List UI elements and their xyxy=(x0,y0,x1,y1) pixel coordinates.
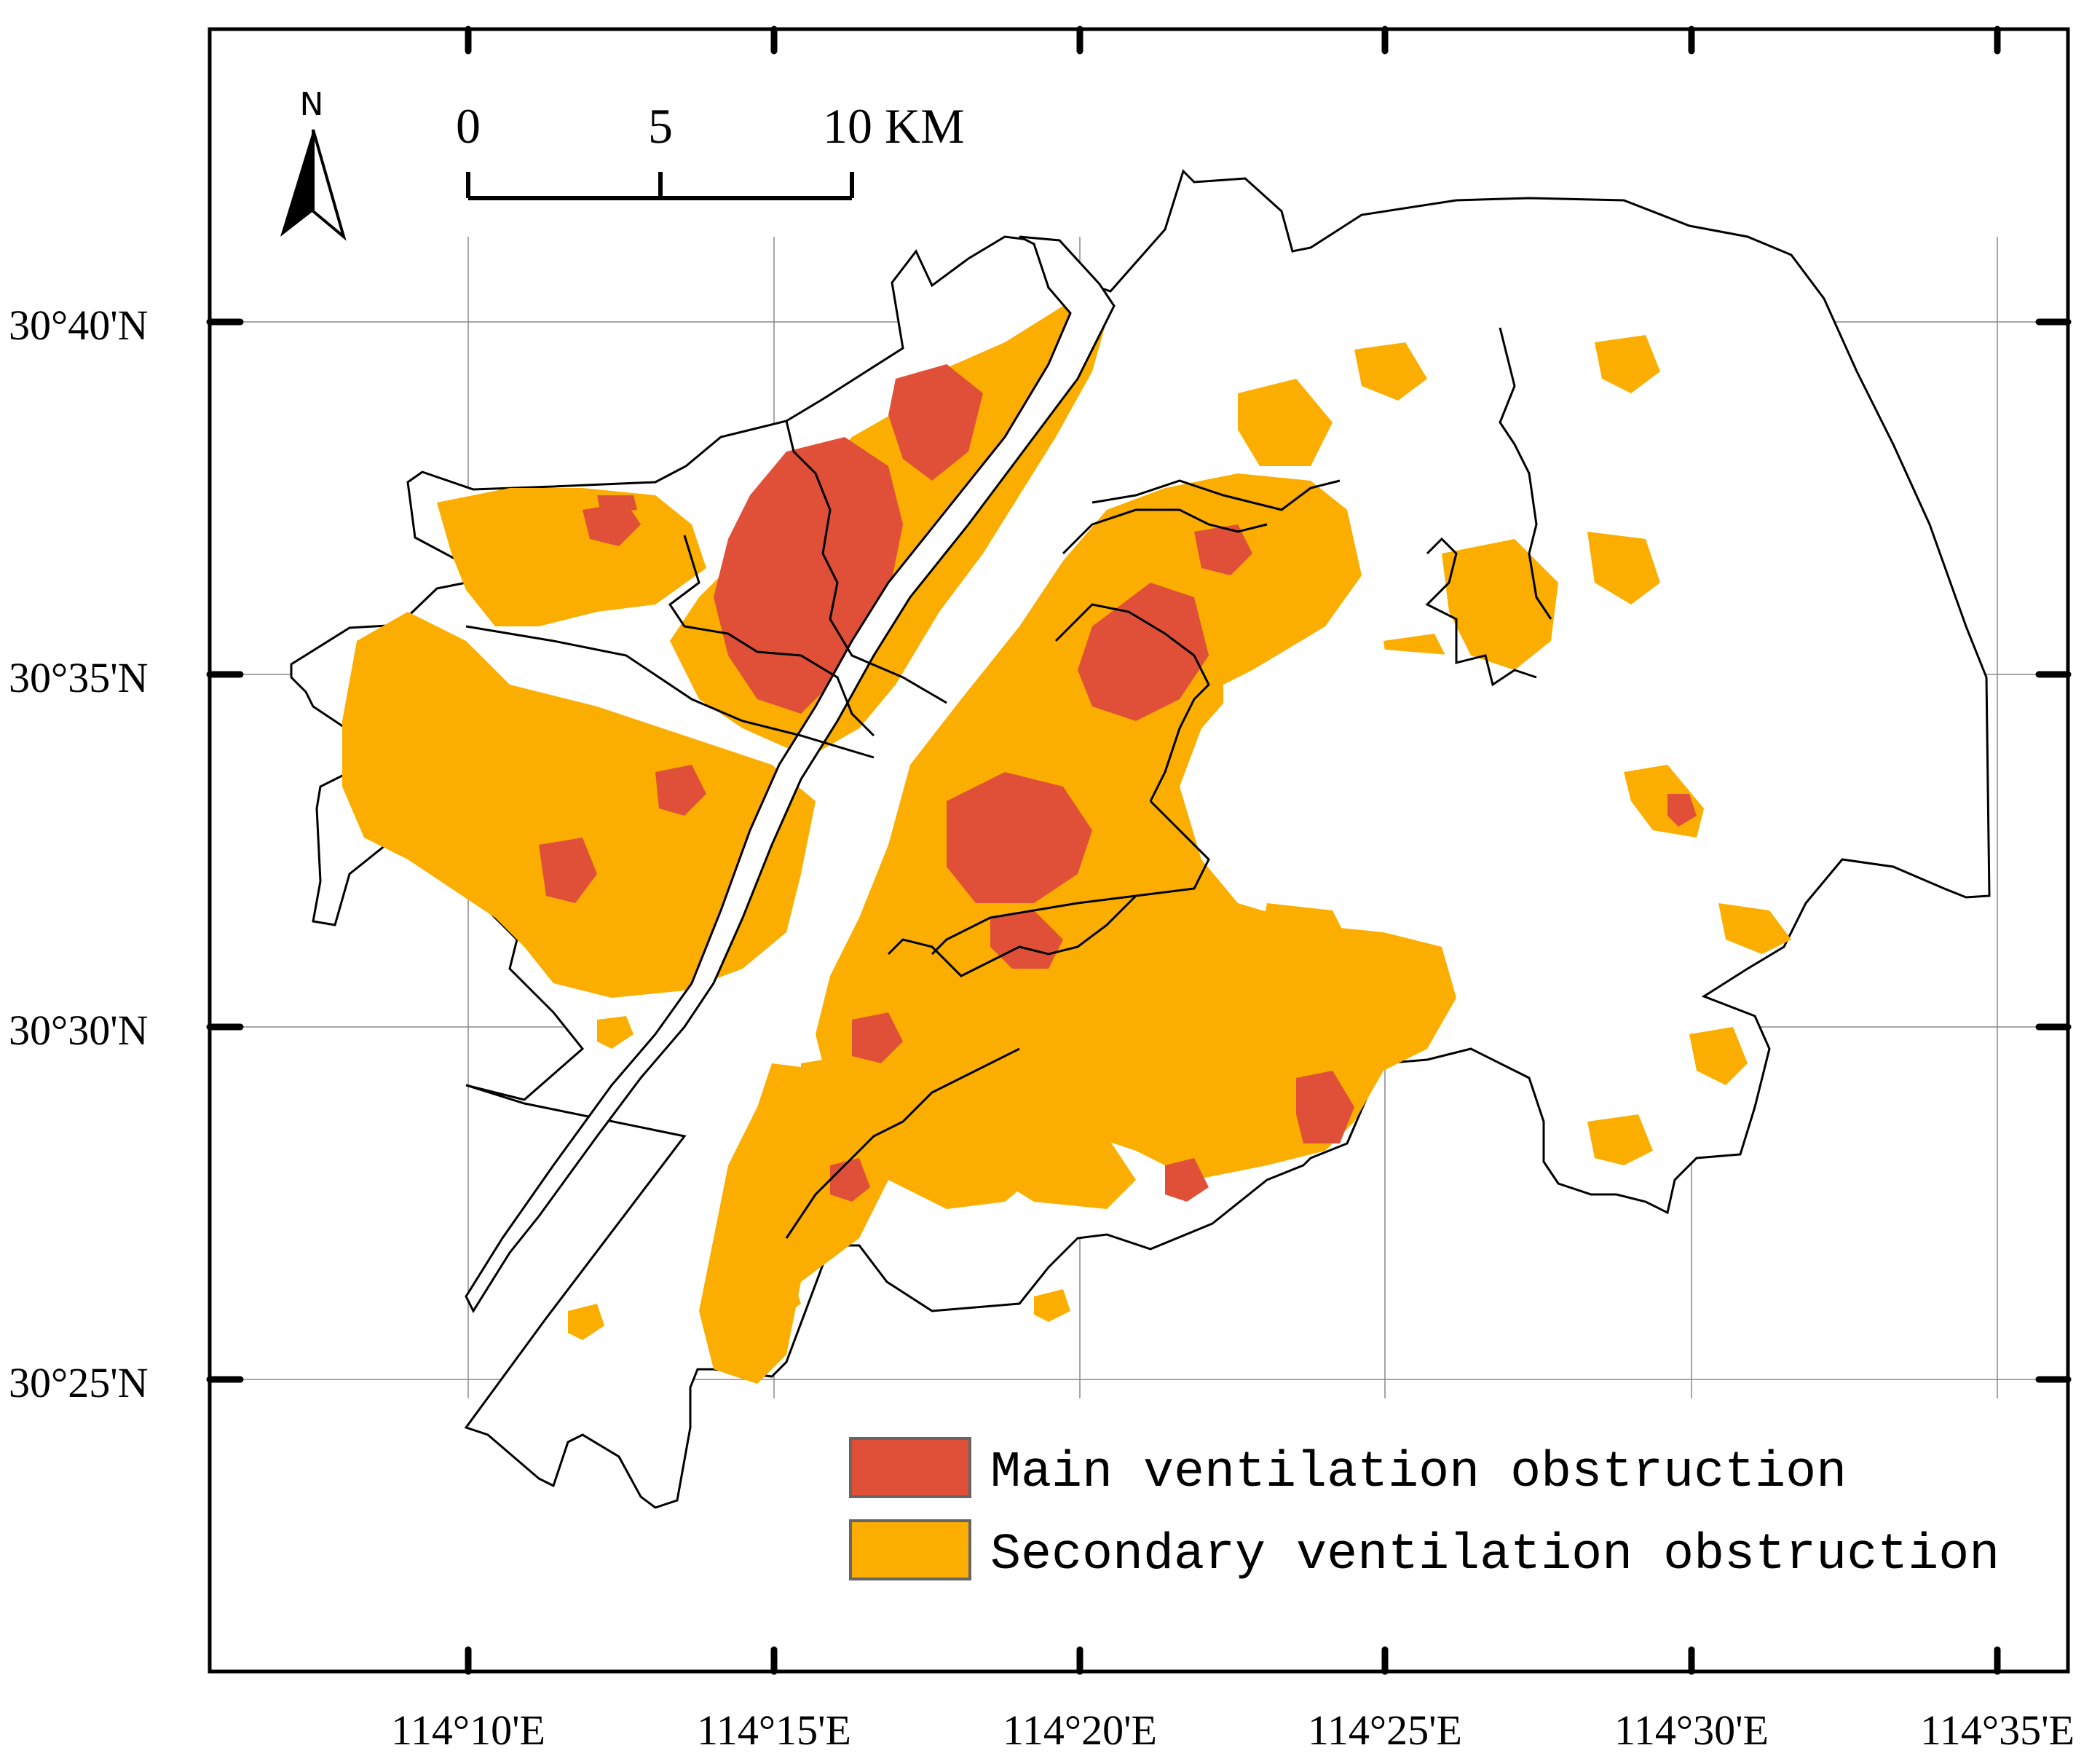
north-label: N xyxy=(300,86,324,123)
district-boundaries xyxy=(465,327,1552,1239)
north-arrow-left-icon xyxy=(280,130,313,237)
river xyxy=(465,235,1116,1314)
north-arrow-right-icon xyxy=(312,129,347,241)
lon-label: 114°15'E xyxy=(697,1706,851,1754)
legend-label-main: Main ventilation obstruction xyxy=(990,1444,1847,1502)
north-arrow: N xyxy=(280,86,347,241)
lon-label: 114°10'E xyxy=(391,1706,545,1754)
legend: Main ventilation obstruction Secondary v… xyxy=(849,1437,2000,1584)
lon-label: 114°30'E xyxy=(1614,1706,1769,1754)
frame-ticks xyxy=(206,25,2072,1675)
lon-label: 114°25'E xyxy=(1308,1706,1462,1754)
scale-bar: 0 5 10 KM xyxy=(456,98,965,200)
lat-label: 30°35'N xyxy=(9,654,149,701)
lat-label: 30°30'N xyxy=(9,1007,149,1054)
lon-label: 114°20'E xyxy=(1003,1706,1157,1754)
lon-label: 114°35'E xyxy=(1920,1706,2075,1754)
scale-label-10: 10 KM xyxy=(823,98,965,154)
legend-label-secondary: Secondary ventilation obstruction xyxy=(990,1527,2000,1584)
legend-swatch-main xyxy=(849,1437,971,1498)
lake xyxy=(1223,648,1566,859)
scale-label-0: 0 xyxy=(456,98,481,154)
lat-label: 30°25'N xyxy=(9,1359,149,1406)
longitude-labels: 114°10'E 114°15'E 114°20'E 114°25'E 114°… xyxy=(391,1706,2075,1754)
latitude-labels: 30°40'N 30°35'N 30°30'N 30°25'N xyxy=(9,302,149,1406)
map-frame xyxy=(208,27,2070,1674)
scale-label-5: 5 xyxy=(648,98,673,154)
lat-label: 30°40'N xyxy=(9,302,149,349)
legend-swatch-secondary xyxy=(849,1519,971,1580)
